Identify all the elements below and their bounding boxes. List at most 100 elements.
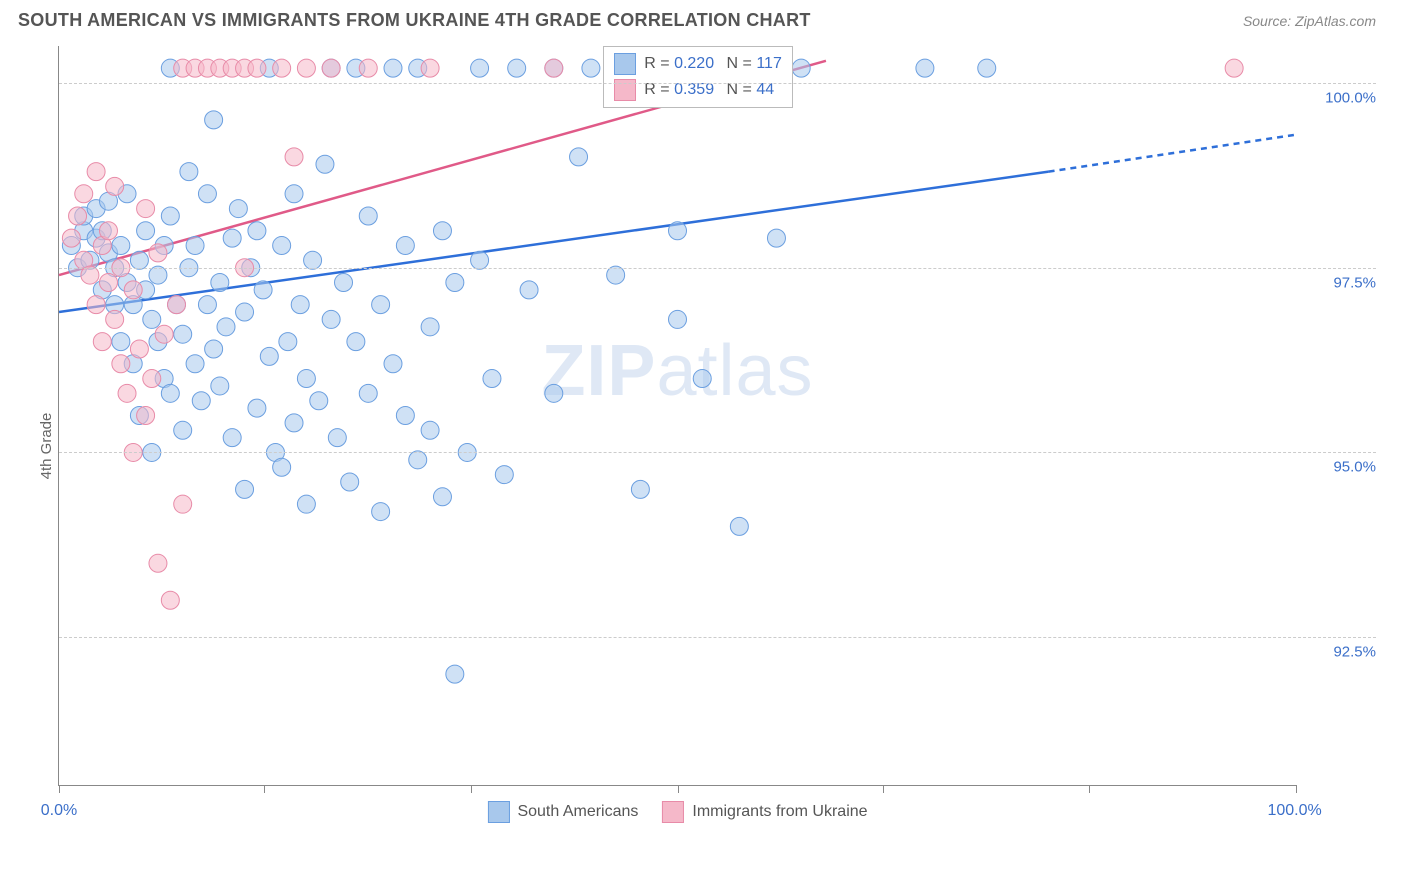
data-point [545, 384, 563, 402]
x-tick [264, 785, 265, 793]
y-tick-label: 100.0% [1306, 89, 1376, 106]
data-point [359, 207, 377, 225]
data-point [279, 333, 297, 351]
data-point [161, 591, 179, 609]
data-point [285, 414, 303, 432]
chart-source: Source: ZipAtlas.com [1243, 13, 1376, 29]
gridline [59, 452, 1376, 453]
data-point [99, 273, 117, 291]
gridline [59, 637, 1376, 638]
data-point [396, 407, 414, 425]
data-point [192, 392, 210, 410]
x-tick [471, 785, 472, 793]
data-point [124, 281, 142, 299]
data-point [433, 222, 451, 240]
data-point [631, 480, 649, 498]
data-point [767, 229, 785, 247]
data-point [69, 207, 87, 225]
data-point [112, 333, 130, 351]
data-point [149, 244, 167, 262]
data-point [75, 185, 93, 203]
data-point [607, 266, 625, 284]
data-point [433, 488, 451, 506]
data-point [322, 310, 340, 328]
data-point [372, 503, 390, 521]
legend-bottom-label-1: Immigrants from Ukraine [692, 803, 867, 821]
data-point [471, 59, 489, 77]
x-tick [883, 785, 884, 793]
data-point [236, 480, 254, 498]
data-point [384, 355, 402, 373]
chart-title: SOUTH AMERICAN VS IMMIGRANTS FROM UKRAIN… [18, 10, 811, 31]
legend-n-0: N = 117 [722, 55, 782, 73]
data-point [545, 59, 563, 77]
data-point [180, 163, 198, 181]
data-point [198, 185, 216, 203]
x-tick-label-left: 0.0% [41, 802, 77, 820]
data-point [254, 281, 272, 299]
data-point [322, 59, 340, 77]
data-point [87, 163, 105, 181]
data-point [310, 392, 328, 410]
gridline [59, 268, 1376, 269]
data-point [130, 340, 148, 358]
data-point [297, 370, 315, 388]
data-point [155, 325, 173, 343]
data-point [137, 222, 155, 240]
data-point [421, 318, 439, 336]
data-point [471, 251, 489, 269]
data-point [916, 59, 934, 77]
y-axis-label: 4th Grade [38, 413, 55, 480]
x-tick [678, 785, 679, 793]
trend-line-dashed [1049, 135, 1296, 172]
gridline [59, 83, 1376, 84]
data-point [359, 384, 377, 402]
data-point [273, 458, 291, 476]
data-point [106, 177, 124, 195]
data-point [316, 155, 334, 173]
chart-header: SOUTH AMERICAN VS IMMIGRANTS FROM UKRAIN… [0, 0, 1406, 36]
data-point [297, 495, 315, 513]
data-point [137, 407, 155, 425]
data-point [396, 237, 414, 255]
data-point [236, 303, 254, 321]
data-point [211, 377, 229, 395]
data-point [347, 333, 365, 351]
data-point [792, 59, 810, 77]
scatter-svg [59, 46, 1296, 785]
y-tick-label: 92.5% [1306, 644, 1376, 661]
data-point [161, 384, 179, 402]
data-point [285, 185, 303, 203]
data-point [248, 222, 266, 240]
data-point [143, 370, 161, 388]
chart-container: 4th Grade ZIPatlas R = 0.220 N = 117 R =… [18, 36, 1386, 856]
data-point [81, 266, 99, 284]
data-point [304, 251, 322, 269]
legend-row-series-1: R = 0.359 N = 44 [614, 77, 782, 103]
data-point [446, 665, 464, 683]
data-point [372, 296, 390, 314]
data-point [186, 237, 204, 255]
legend-bottom-item-1: Immigrants from Ukraine [662, 801, 867, 823]
data-point [273, 59, 291, 77]
data-point [693, 370, 711, 388]
data-point [260, 347, 278, 365]
legend-correlation-box: R = 0.220 N = 117 R = 0.359 N = 44 [603, 46, 793, 108]
data-point [328, 429, 346, 447]
x-tick [59, 785, 60, 793]
data-point [248, 59, 266, 77]
data-point [93, 333, 111, 351]
data-point [409, 451, 427, 469]
data-point [570, 148, 588, 166]
data-point [143, 310, 161, 328]
x-tick [1089, 785, 1090, 793]
data-point [186, 355, 204, 373]
data-point [483, 370, 501, 388]
data-point [421, 421, 439, 439]
data-point [669, 222, 687, 240]
plot-area: ZIPatlas R = 0.220 N = 117 R = 0.359 N =… [58, 46, 1296, 786]
data-point [174, 421, 192, 439]
data-point [112, 355, 130, 373]
legend-bottom-label-0: South Americans [517, 803, 638, 821]
legend-bottom-swatch-0 [487, 801, 509, 823]
